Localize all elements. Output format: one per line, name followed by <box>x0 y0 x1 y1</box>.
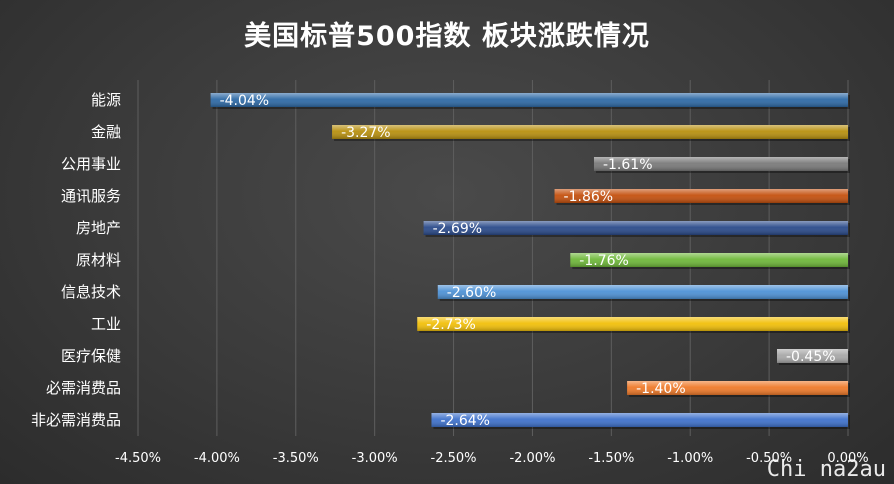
data-label: -1.61% <box>603 157 653 173</box>
bar-highlight <box>423 221 848 235</box>
category-label: 非必需消费品 <box>31 411 121 429</box>
bar-highlight <box>437 285 848 299</box>
x-axis-ticks: -4.50% -4.00% -3.50% -3.00% -2.50% -2.00% -1.5… <box>115 451 869 466</box>
data-label: -1.86% <box>564 189 614 205</box>
chart-title: 美国标普500指数 板块涨跌情况 <box>244 21 650 52</box>
bar-highlight <box>777 349 848 363</box>
data-label: -1.76% <box>579 253 629 269</box>
bar-highlight <box>210 93 849 107</box>
data-labels: -4.04% -3.27% -1.61% -1.86% -2.69% -1.76% -2.6… <box>220 93 836 429</box>
data-label: -1.40% <box>636 381 686 397</box>
category-label: 能源 <box>91 91 121 109</box>
x-tick-label: -2.00% <box>509 451 555 466</box>
category-label: 金融 <box>91 123 121 141</box>
bar-highlight <box>431 413 848 427</box>
x-tick-label: -2.50% <box>431 451 477 466</box>
category-label: 通讯服务 <box>61 187 121 205</box>
data-label: -4.04% <box>220 93 270 109</box>
data-label: -2.64% <box>440 413 490 429</box>
x-tick-label: -1.50% <box>588 451 634 466</box>
category-label: 工业 <box>91 315 121 333</box>
x-tick-label: -4.00% <box>194 451 240 466</box>
x-tick-label: -0.50% <box>746 451 792 466</box>
bar-highlight <box>593 157 848 171</box>
data-label: -2.73% <box>426 317 476 333</box>
x-tick-label: -3.50% <box>273 451 319 466</box>
data-label: -3.27% <box>341 125 391 141</box>
category-label: 房地产 <box>76 219 121 237</box>
category-label: 原材料 <box>76 251 121 269</box>
bar-highlight <box>627 381 848 395</box>
x-tick-label: 0.00% <box>827 451 868 466</box>
x-tick-label: -1.00% <box>667 451 713 466</box>
data-label: -0.45% <box>786 349 836 365</box>
bar-highlight <box>570 253 848 267</box>
x-tick-label: -4.50% <box>115 451 161 466</box>
data-label: -2.69% <box>433 221 483 237</box>
bar-highlight <box>332 125 849 139</box>
bar-highlight <box>417 317 848 331</box>
watermark: Chi na2au <box>766 457 886 482</box>
bar-highlight <box>554 189 848 203</box>
category-label: 必需消费品 <box>46 379 121 397</box>
category-label: 医疗保健 <box>61 347 121 365</box>
category-label: 信息技术 <box>61 283 121 301</box>
category-label: 公用事业 <box>61 155 121 173</box>
x-tick-label: -3.00% <box>352 451 398 466</box>
bars <box>210 93 851 429</box>
data-label: -2.60% <box>447 285 497 301</box>
